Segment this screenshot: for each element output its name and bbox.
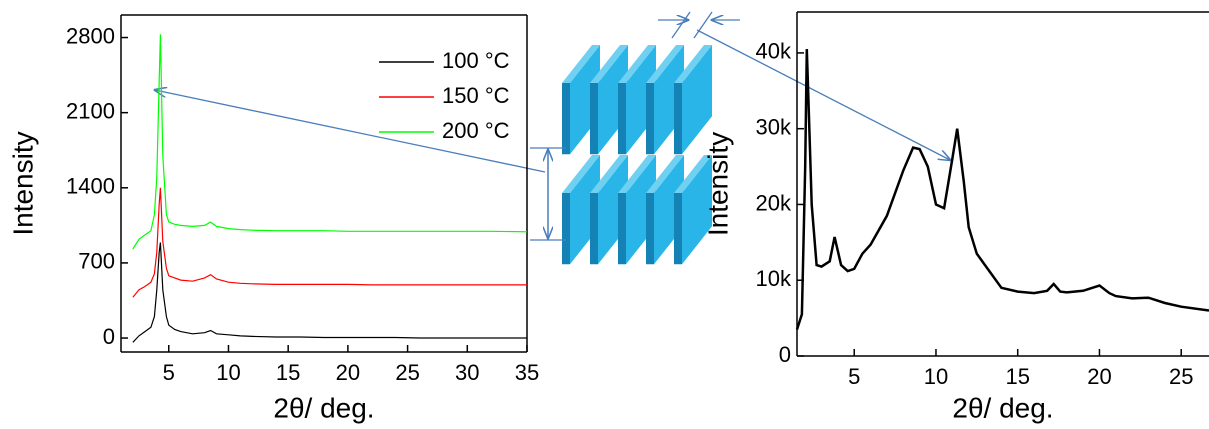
- y-tick-label: 40k: [756, 39, 792, 64]
- x-tick-label: 25: [1169, 364, 1193, 389]
- series-line: [132, 34, 528, 250]
- series-line: [132, 242, 527, 343]
- y-tick-label: 10k: [756, 266, 792, 291]
- x-tick-label: 5: [163, 360, 175, 385]
- legend-label: 150 °C: [442, 83, 510, 108]
- x-tick-label: 15: [1005, 364, 1029, 389]
- legend-label: 100 °C: [442, 48, 510, 73]
- arrows: [155, 11, 950, 241]
- x-tick-label: 20: [1087, 364, 1111, 389]
- top-stack: [562, 45, 712, 155]
- y-tick-label: 1400: [66, 174, 115, 199]
- series-line: [795, 49, 1209, 330]
- y-tick-label: 20k: [756, 190, 792, 215]
- x-tick-label: 10: [924, 364, 948, 389]
- x-tick-label: 20: [336, 360, 360, 385]
- y-axis-title: Intensity: [702, 132, 733, 236]
- x-axis-title: 2θ/ deg.: [273, 392, 374, 423]
- x-tick-label: 30: [455, 360, 479, 385]
- legend: 100 °C 150 °C 200 °C: [379, 48, 510, 143]
- x-tick-label: 25: [395, 360, 419, 385]
- y-axis-title: Intensity: [7, 131, 38, 235]
- y-tick-label: 0: [103, 324, 115, 349]
- x-tick-label: 15: [276, 360, 300, 385]
- x-tick-label: 35: [515, 360, 539, 385]
- y-tick-label: 2100: [66, 98, 115, 123]
- y-tick-label: 2800: [66, 23, 115, 48]
- y-tick-label: 30k: [756, 114, 792, 139]
- diagram: [155, 11, 950, 265]
- series-line: [132, 187, 527, 298]
- x-tick-label: 5: [848, 364, 860, 389]
- legend-label: 200 °C: [442, 118, 510, 143]
- x-tick-label: 10: [216, 360, 240, 385]
- bottom-stack: [562, 155, 712, 265]
- y-tick-label: 0: [779, 342, 791, 367]
- y-tick-label: 700: [78, 249, 115, 274]
- x-axis-title: 2θ/ deg.: [952, 392, 1053, 423]
